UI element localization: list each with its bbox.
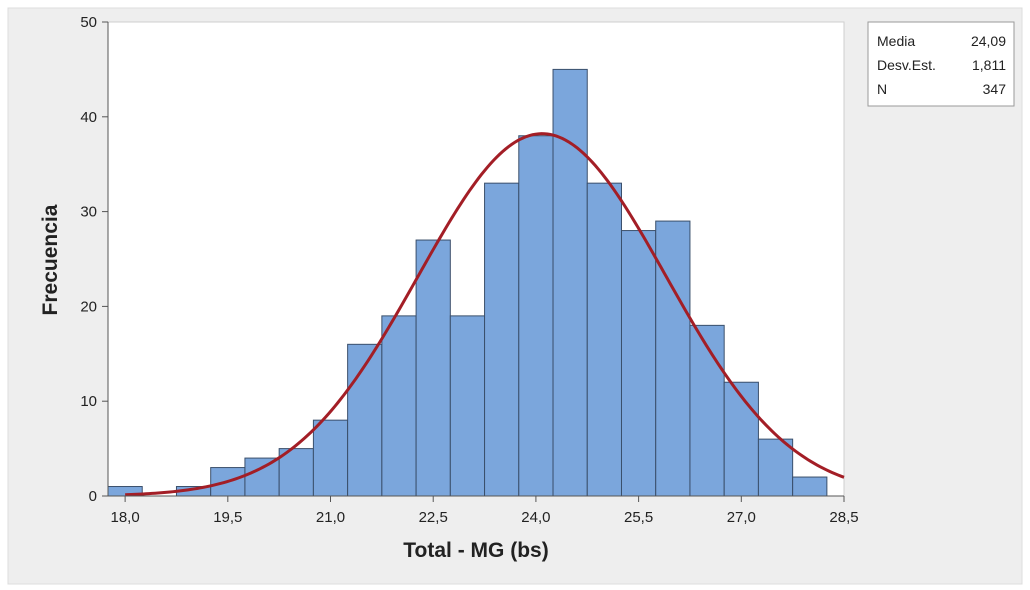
x-tick-label: 28,5 (829, 509, 858, 526)
x-tick-label: 27,0 (727, 509, 756, 526)
histogram-bar (244, 457, 280, 497)
legend-value-desv-est: 1,811 (972, 57, 1006, 73)
histogram-bars (107, 68, 828, 497)
histogram-bar (415, 239, 451, 497)
y-tick-label: 10 (80, 393, 97, 410)
legend-value-n: 347 (983, 81, 1007, 97)
statistics-legend: Media 24,09 Desv.Est. 1,811 N 347 (867, 21, 1015, 107)
x-tick-label: 22,5 (419, 509, 448, 526)
y-tick-label: 30 (80, 204, 97, 221)
histogram-bar (620, 230, 657, 497)
legend-label-media: Media (877, 33, 915, 49)
y-tick-label: 50 (80, 14, 97, 31)
histogram-bar (586, 182, 622, 497)
y-tick-label: 40 (80, 109, 97, 126)
histogram-bar (689, 324, 725, 497)
histogram-bar (484, 182, 520, 497)
legend-label-n: N (877, 81, 887, 97)
legend-box (867, 21, 1015, 107)
histogram-bar (449, 315, 486, 497)
x-axis-label: Total - MG (bs) (403, 539, 548, 562)
y-tick-label: 20 (80, 298, 97, 315)
x-tick-label: 21,0 (316, 509, 345, 526)
histogram-bar (381, 315, 417, 497)
histogram-bar (552, 68, 588, 497)
legend-value-media: 24,09 (971, 33, 1006, 49)
x-tick-label: 24,0 (521, 509, 550, 526)
y-axis-label: Frecuencia (39, 204, 62, 315)
y-tick-label: 0 (89, 488, 97, 505)
x-tick-label: 19,5 (213, 509, 242, 526)
histogram-bar (312, 419, 349, 497)
axes: 18,0 19,5 21,0 22,5 24,0 25,5 27,0 28,5 0 10 20 30 4… (80, 14, 858, 526)
histogram-bar (792, 476, 828, 497)
x-tick-label: 25,5 (624, 509, 653, 526)
histogram-bar (723, 381, 759, 497)
histogram-bar (518, 135, 554, 497)
x-tick-label: 18,0 (111, 509, 140, 526)
legend-label-desv-est: Desv.Est. (877, 57, 936, 73)
histogram-bar (655, 220, 691, 497)
histogram-bar (757, 438, 794, 497)
normal-fit-curve (125, 132, 845, 497)
